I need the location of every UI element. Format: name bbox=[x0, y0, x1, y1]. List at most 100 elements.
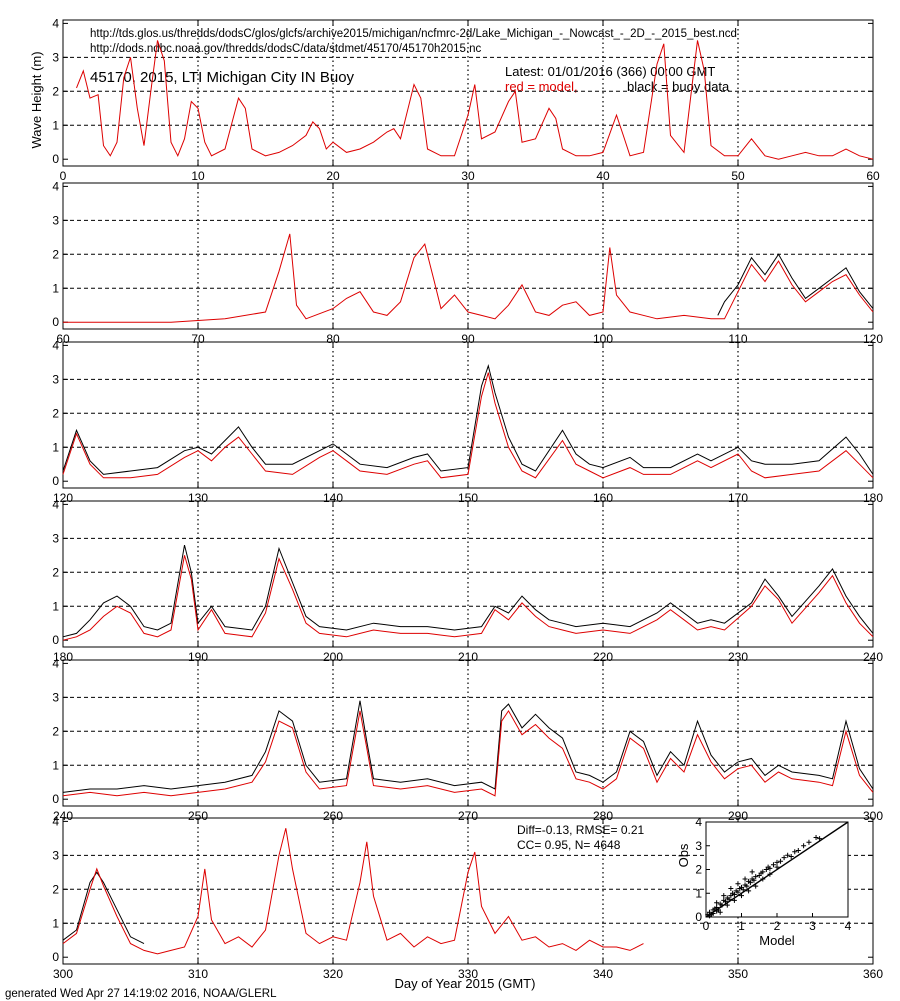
model-series-line bbox=[62, 709, 874, 797]
scatter-point bbox=[806, 839, 812, 845]
scatter-y-tick-label: 0 bbox=[695, 910, 702, 924]
x-tick-label: 260 bbox=[323, 809, 343, 823]
y-axis-label: Wave Height (m) bbox=[29, 51, 44, 148]
panel-5: 0 1 2 3 4 240 250 260 270 280 290 300 bbox=[52, 656, 883, 823]
buoy-series-line bbox=[717, 253, 874, 316]
y-tick-label: 1 bbox=[52, 758, 59, 772]
url-buoy: http://dods.ndbc.noaa.gov/thredds/dodsC/… bbox=[90, 43, 482, 55]
y-tick-label: 3 bbox=[52, 213, 59, 227]
scatter-point bbox=[747, 880, 753, 886]
y-tick-label: 2 bbox=[52, 882, 59, 896]
scatter-point bbox=[801, 843, 807, 849]
x-tick-label: 290 bbox=[728, 809, 748, 823]
scatter-point bbox=[714, 900, 720, 906]
scatter-point bbox=[770, 862, 776, 868]
scatter-point bbox=[749, 869, 755, 875]
buoy-series-line bbox=[62, 544, 874, 638]
model-series-line bbox=[62, 555, 874, 641]
y-tick-label: 0 bbox=[52, 315, 59, 329]
scatter-point bbox=[760, 869, 766, 875]
scatter-point bbox=[742, 876, 748, 882]
scatter-point bbox=[735, 889, 741, 895]
scatter-x-tick-label: 4 bbox=[845, 919, 852, 933]
y-tick-label: 2 bbox=[52, 565, 59, 579]
x-tick-label: 310 bbox=[188, 967, 208, 981]
x-tick-label: 60 bbox=[866, 169, 880, 183]
scatter-point bbox=[735, 881, 741, 887]
model-series-line bbox=[63, 233, 874, 323]
y-tick-label: 0 bbox=[52, 474, 59, 488]
x-tick-label: 30 bbox=[461, 169, 475, 183]
scatter-point bbox=[753, 874, 759, 880]
one-to-one-line bbox=[705, 821, 849, 918]
y-tick-label: 3 bbox=[52, 690, 59, 704]
model-series-line bbox=[76, 40, 874, 160]
scatter-point bbox=[813, 834, 819, 840]
scatter-point bbox=[774, 859, 780, 865]
scatter-x-tick-label: 2 bbox=[774, 919, 781, 933]
y-tick-label: 1 bbox=[52, 916, 59, 930]
buoy-series-line bbox=[62, 700, 874, 793]
scatter-y-tick-label: 2 bbox=[695, 863, 702, 877]
y-tick-label: 0 bbox=[52, 633, 59, 647]
y-tick-label: 1 bbox=[52, 599, 59, 613]
scatter-x-label: Model bbox=[759, 933, 795, 948]
y-tick-label: 3 bbox=[52, 372, 59, 386]
scatter-point bbox=[717, 909, 723, 915]
scatter-inset: 00 1 1 2 2 3 3 4 4 Model Obs bbox=[676, 815, 852, 948]
scatter-point bbox=[744, 883, 750, 889]
x-tick-label: 300 bbox=[53, 967, 73, 981]
station-title: 45170, 2015, LTI Michigan City IN Buoy bbox=[90, 69, 355, 86]
scatter-point bbox=[788, 853, 794, 859]
y-tick-label: 4 bbox=[52, 497, 59, 511]
x-tick-label: 340 bbox=[593, 967, 613, 981]
x-tick-label: 10 bbox=[191, 169, 205, 183]
scatter-y-label: Obs bbox=[676, 843, 691, 867]
legend-model: red = model, bbox=[505, 79, 578, 94]
x-tick-label: 40 bbox=[596, 169, 610, 183]
y-tick-label: 4 bbox=[52, 656, 59, 670]
model-series-line bbox=[62, 372, 874, 479]
scatter-point bbox=[785, 852, 791, 858]
y-tick-label: 4 bbox=[52, 179, 59, 193]
scatter-point bbox=[778, 858, 784, 864]
stats-diff-rmse: Diff=-0.13, RMSE= 0.21 bbox=[517, 823, 645, 837]
scatter-y-tick-label: 1 bbox=[695, 886, 702, 900]
x-tick-label: 240 bbox=[53, 809, 73, 823]
scatter-point bbox=[731, 891, 737, 897]
x-tick-label: 330 bbox=[458, 967, 478, 981]
x-tick-label: 300 bbox=[863, 809, 883, 823]
x-tick-label: 320 bbox=[323, 967, 343, 981]
scatter-point bbox=[781, 855, 787, 861]
x-tick-label: 50 bbox=[731, 169, 745, 183]
scatter-point bbox=[751, 877, 757, 883]
model-series-line bbox=[62, 828, 644, 955]
y-tick-label: 1 bbox=[52, 440, 59, 454]
y-tick-label: 2 bbox=[52, 84, 59, 98]
x-tick-label: 360 bbox=[863, 967, 883, 981]
generated-footer: generated Wed Apr 27 14:19:02 2016, NOAA… bbox=[5, 988, 277, 1000]
stats-cc-n: CC= 0.95, N= 4648 bbox=[517, 838, 621, 852]
y-tick-label: 1 bbox=[52, 118, 59, 132]
y-tick-label: 2 bbox=[52, 724, 59, 738]
y-tick-label: 4 bbox=[52, 16, 59, 30]
x-tick-label: 280 bbox=[593, 809, 613, 823]
y-tick-label: 2 bbox=[52, 406, 59, 420]
scatter-point bbox=[792, 849, 798, 855]
scatter-x-tick-label: 0 bbox=[703, 919, 710, 933]
x-tick-label: 0 bbox=[60, 169, 67, 183]
y-tick-label: 1 bbox=[52, 281, 59, 295]
y-tick-label: 0 bbox=[52, 792, 59, 806]
y-tick-label: 2 bbox=[52, 247, 59, 261]
scatter-y-tick-label: 3 bbox=[695, 839, 702, 853]
y-tick-label: 3 bbox=[52, 848, 59, 862]
scatter-y-tick-label: 4 bbox=[695, 815, 702, 829]
scatter-x-tick-label: 1 bbox=[738, 919, 745, 933]
scatter-point bbox=[728, 886, 734, 891]
x-tick-label: 20 bbox=[326, 169, 340, 183]
